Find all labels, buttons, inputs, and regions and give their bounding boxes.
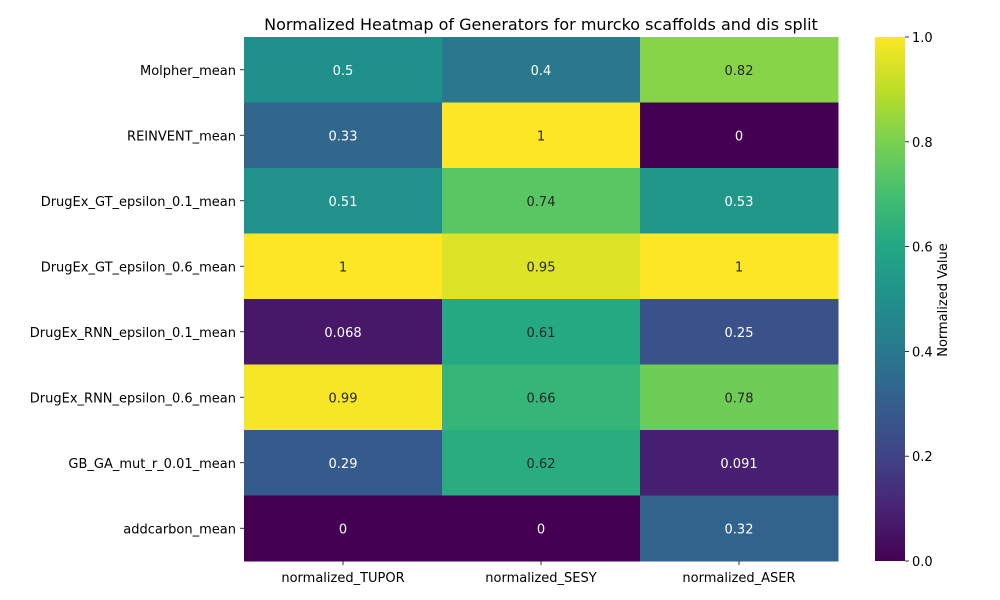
heatmap-cell bbox=[442, 495, 641, 562]
heatmap-cell bbox=[244, 37, 443, 103]
heatmap-cell bbox=[442, 299, 641, 365]
row-tick-label: Molpher_mean bbox=[140, 64, 236, 79]
row-tick-label: REINVENT_mean bbox=[127, 129, 236, 144]
heatmap-cell bbox=[640, 233, 839, 300]
colorbar-gradient bbox=[875, 37, 905, 561]
cell-value-label: 0.091 bbox=[720, 457, 757, 472]
colorbar-label: Normalized Value bbox=[936, 243, 951, 357]
heatmap-cell bbox=[442, 233, 641, 300]
cell-value-label: 0 bbox=[735, 129, 743, 144]
heatmap-cell bbox=[244, 233, 443, 300]
heatmap-cell bbox=[640, 37, 839, 103]
cell-value-label: 0.068 bbox=[324, 326, 361, 341]
column-tick-labels: normalized_TUPOR normalized_SESY normalize… bbox=[281, 561, 796, 586]
cell-value-label: 1 bbox=[735, 260, 743, 275]
colorbar-tick-label: 0.0 bbox=[912, 555, 933, 570]
cell-value-label: 0.29 bbox=[329, 457, 358, 472]
colorbar-tick-label: 0.6 bbox=[912, 241, 933, 256]
chart-title: Normalized Heatmap of Generators for mur… bbox=[264, 15, 818, 34]
heatmap-cell bbox=[244, 168, 443, 234]
cell-value-label: 0.5 bbox=[333, 64, 354, 79]
column-tick-label: normalized_ASER bbox=[682, 571, 795, 586]
cell-value-label: 1 bbox=[537, 129, 545, 144]
column-tick-label: normalized_TUPOR bbox=[281, 571, 404, 586]
cell-value-label: 0.66 bbox=[527, 391, 556, 406]
heatmap-cell bbox=[244, 495, 443, 562]
cell-value-label: 0 bbox=[537, 522, 545, 537]
heatmap-cell bbox=[640, 102, 839, 169]
heatmap-cell bbox=[244, 430, 443, 496]
heatmap-cell bbox=[244, 364, 443, 431]
cell-value-label: 0 bbox=[339, 522, 347, 537]
cell-value-label: 0.78 bbox=[725, 391, 754, 406]
heatmap-cell bbox=[640, 299, 839, 365]
cell-value-label: 0.99 bbox=[329, 391, 358, 406]
column-tick-label: normalized_SESY bbox=[485, 571, 596, 586]
cell-value-label: 0.82 bbox=[725, 64, 754, 79]
colorbar-tick-label: 0.4 bbox=[912, 345, 933, 360]
heatmap-cell bbox=[640, 168, 839, 234]
cell-value-label: 0.62 bbox=[527, 457, 556, 472]
row-tick-label: DrugEx_RNN_epsilon_0.6_mean bbox=[30, 391, 236, 406]
cell-value-label: 0.61 bbox=[527, 326, 556, 341]
colorbar-tick-label: 1.0 bbox=[912, 31, 933, 46]
colorbar-tick-label: 0.2 bbox=[912, 450, 933, 465]
heatmap-cells: 0.5 0.4 0.82 0.33 1 0 0.51 0.74 0.53 1 0.95 1 0.068 0… bbox=[244, 37, 839, 562]
cell-value-label: 0.33 bbox=[329, 129, 358, 144]
row-tick-label: DrugEx_GT_epsilon_0.6_mean bbox=[41, 260, 236, 275]
heatmap-cell bbox=[442, 102, 641, 169]
heatmap-cell bbox=[442, 430, 641, 496]
row-tick-label: GB_GA_mut_r_0.01_mean bbox=[68, 457, 236, 472]
heatmap-cell bbox=[640, 364, 839, 431]
cell-value-label: 0.25 bbox=[725, 326, 754, 341]
cell-value-label: 0.53 bbox=[725, 195, 754, 210]
cell-value-label: 0.32 bbox=[725, 522, 754, 537]
cell-value-label: 0.4 bbox=[531, 64, 552, 79]
colorbar-tick-label: 0.8 bbox=[912, 136, 933, 151]
colorbar: 0.0 0.2 0.4 0.6 0.8 1.0 bbox=[875, 31, 933, 570]
heatmap-cell bbox=[640, 495, 839, 562]
heatmap-cell bbox=[244, 299, 443, 365]
heatmap-cell bbox=[640, 430, 839, 496]
heatmap-cell bbox=[244, 102, 443, 169]
row-tick-labels: Molpher_mean REINVENT_mean DrugEx_GT_epsil… bbox=[30, 64, 244, 537]
row-tick-label: DrugEx_GT_epsilon_0.1_mean bbox=[41, 195, 236, 210]
heatmap-cell bbox=[442, 168, 641, 234]
heatmap-cell bbox=[442, 37, 641, 103]
cell-value-label: 0.74 bbox=[527, 195, 556, 210]
cell-value-label: 1 bbox=[339, 260, 347, 275]
cell-value-label: 0.95 bbox=[527, 260, 556, 275]
row-tick-label: addcarbon_mean bbox=[123, 522, 236, 537]
heatmap-cell bbox=[442, 364, 641, 431]
row-tick-label: DrugEx_RNN_epsilon_0.1_mean bbox=[30, 326, 236, 341]
cell-value-label: 0.51 bbox=[329, 195, 358, 210]
